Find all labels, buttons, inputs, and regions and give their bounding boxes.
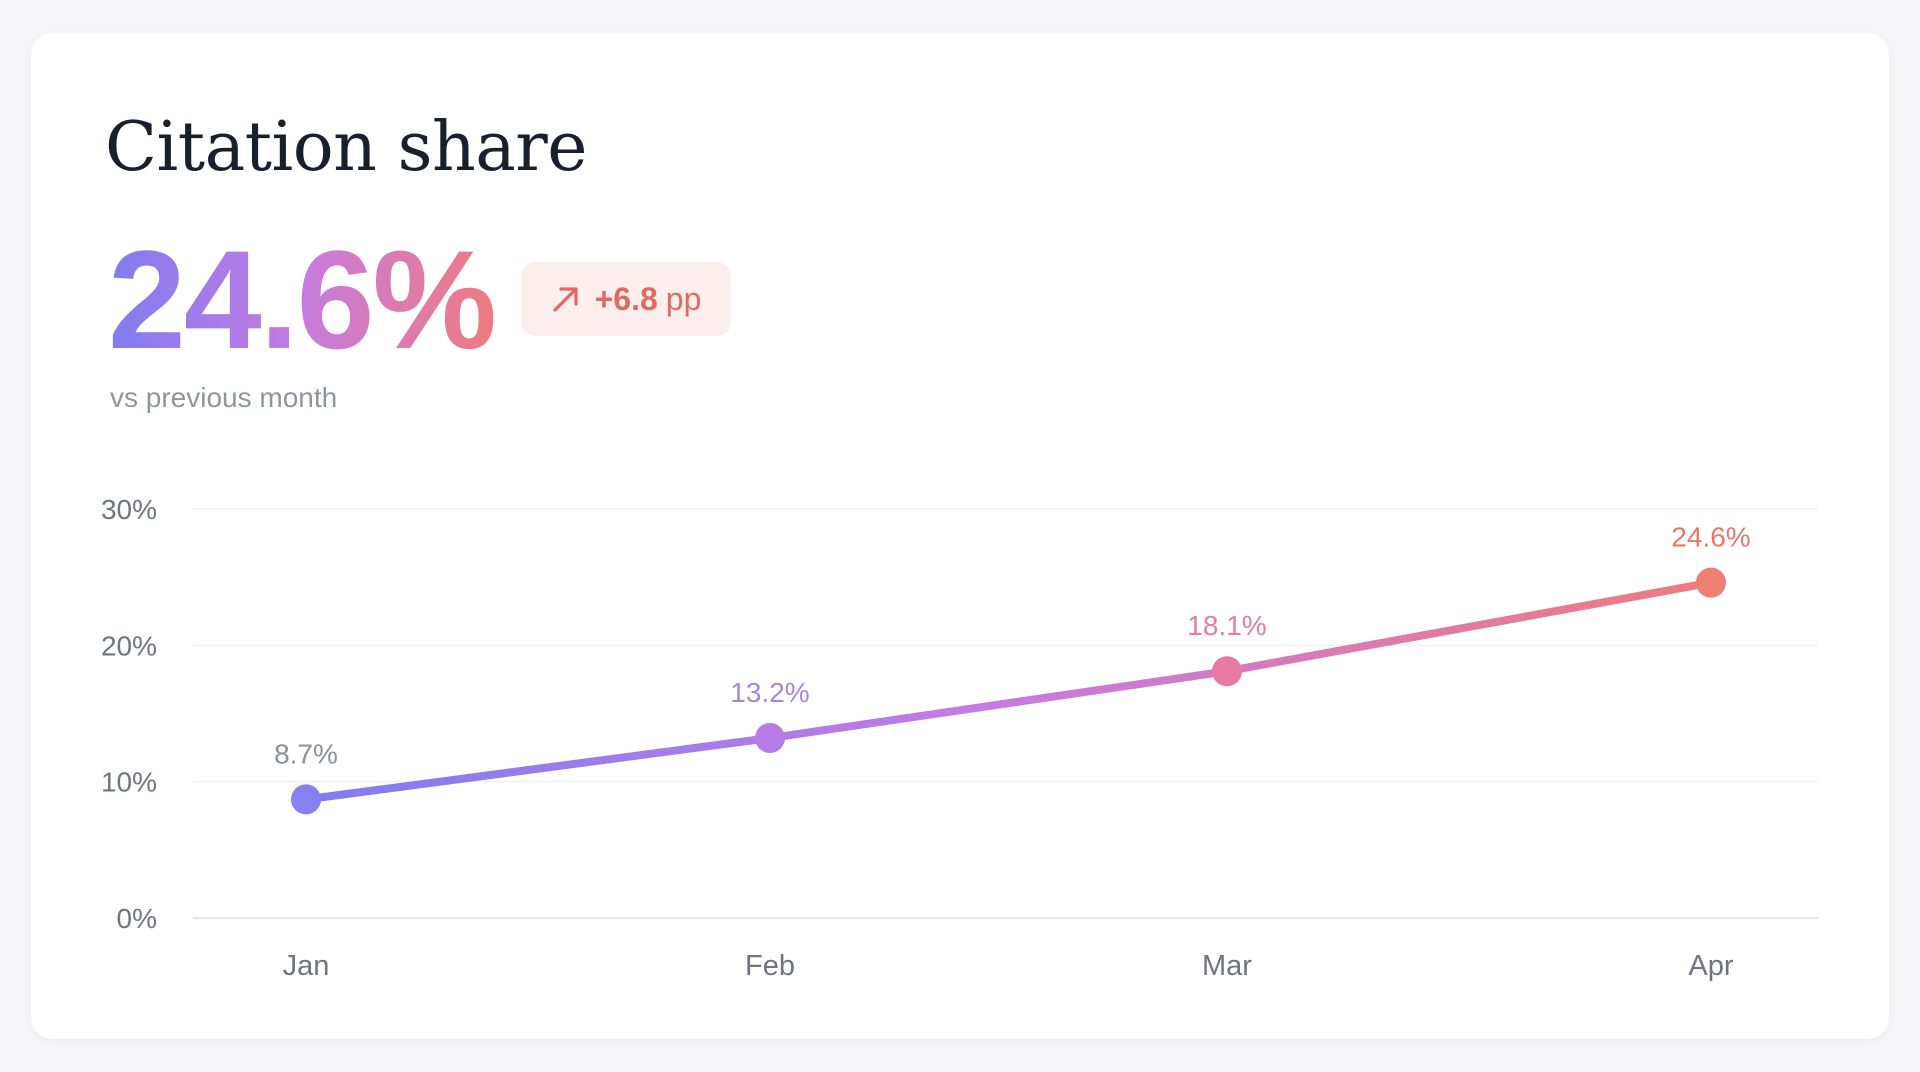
x-tick-label-feb: Feb — [745, 950, 795, 982]
x-tick-label-apr: Apr — [1688, 950, 1733, 982]
series-line — [302, 578, 1715, 804]
y-axis-ticks: 0% 10% 20% 30% — [101, 494, 157, 934]
x-axis-ticks: Jan Feb Mar Apr — [283, 950, 1734, 982]
headline-value: 24.6% — [108, 221, 497, 378]
delta-unit: pp — [665, 280, 702, 317]
card-title: Citation share — [105, 108, 588, 187]
comparison-note: vs previous month — [110, 382, 338, 413]
delta-badge: +6.8 pp — [521, 262, 731, 336]
y-tick-label: 0% — [117, 903, 157, 934]
y-tick-label: 20% — [101, 630, 157, 661]
data-label-mar: 18.1% — [1187, 610, 1266, 641]
x-tick-label-mar: Mar — [1202, 950, 1252, 982]
data-label-jan: 8.7% — [274, 738, 338, 769]
citation-share-card — [31, 33, 1889, 1039]
y-tick-label: 10% — [101, 767, 157, 798]
data-point-apr[interactable] — [1696, 567, 1726, 598]
data-labels: 8.7% 13.2% 18.1% 24.6% — [274, 522, 1751, 770]
grid-lines — [193, 508, 1818, 919]
data-point-mar[interactable] — [1212, 656, 1242, 687]
data-point-jan[interactable] — [291, 784, 321, 815]
data-label-apr: 24.6% — [1671, 522, 1750, 553]
delta-value: +6.8 — [594, 280, 658, 317]
arrow-up-right-icon — [553, 287, 578, 312]
data-points — [291, 567, 1726, 815]
x-tick-label-jan: Jan — [283, 950, 330, 982]
data-point-feb[interactable] — [755, 723, 785, 754]
y-tick-label: 30% — [101, 494, 157, 525]
data-label-feb: 13.2% — [730, 677, 809, 708]
